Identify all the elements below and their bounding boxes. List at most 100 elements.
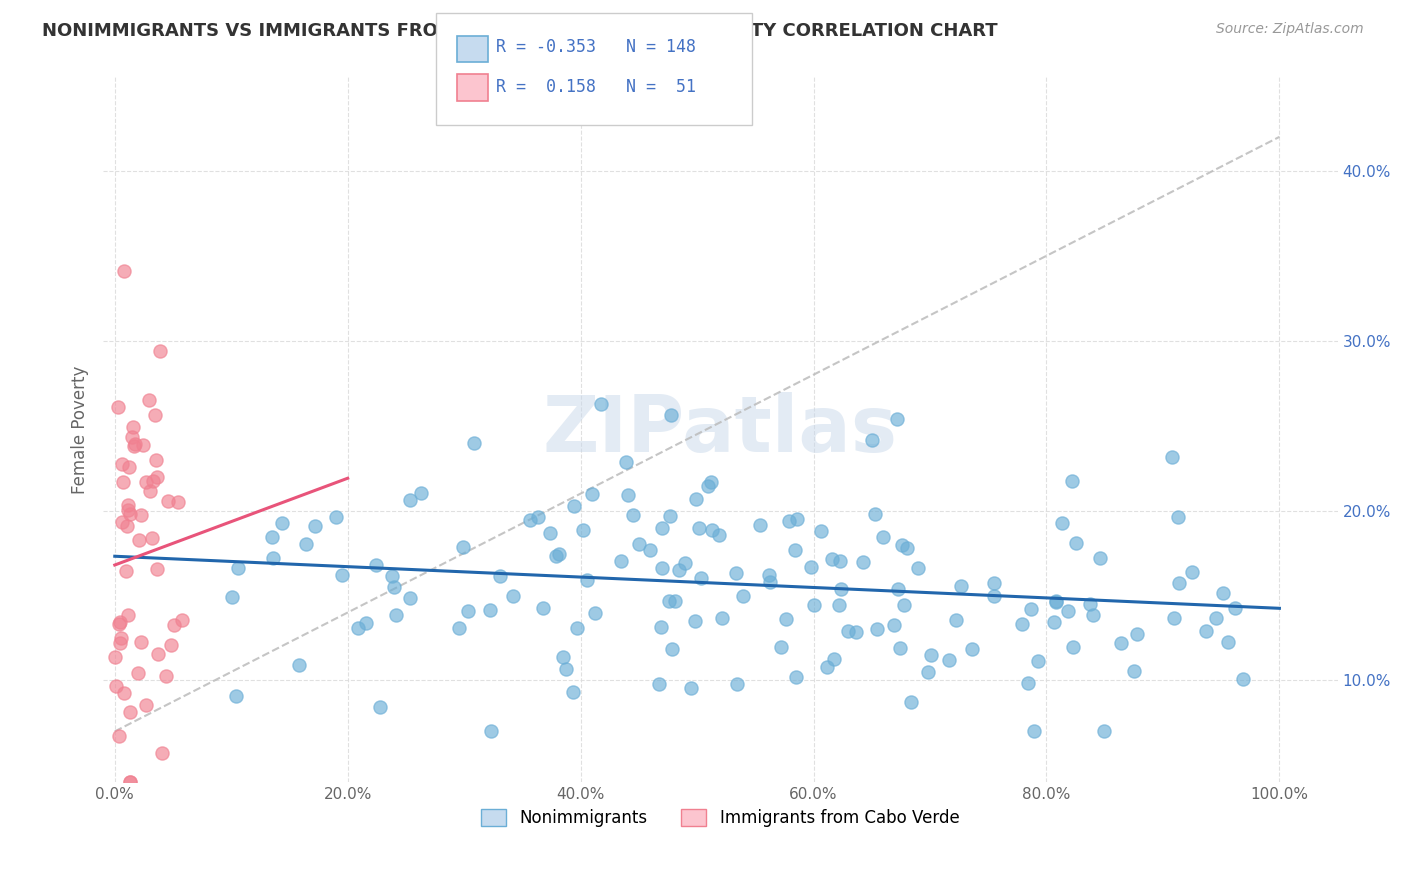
Point <box>581 487 603 501</box>
Point <box>700 524 723 538</box>
Point <box>664 594 686 608</box>
Point <box>621 508 644 523</box>
Point <box>886 412 908 426</box>
Point <box>962 641 984 656</box>
Point <box>647 676 669 690</box>
Y-axis label: Female Poverty: Female Poverty <box>72 366 89 494</box>
Point <box>463 436 485 450</box>
Point <box>640 543 662 558</box>
Text: Source: ZipAtlas.com: Source: ZipAtlas.com <box>1216 22 1364 37</box>
Point <box>759 575 782 590</box>
Point <box>1045 594 1067 608</box>
Point <box>1181 565 1204 579</box>
Point <box>983 576 1005 591</box>
Point <box>828 598 851 612</box>
Point <box>139 484 162 499</box>
Point <box>108 616 131 631</box>
Point <box>270 516 292 531</box>
Point <box>775 612 797 626</box>
Point <box>661 642 683 657</box>
Point <box>1078 597 1101 611</box>
Text: NONIMMIGRANTS VS IMMIGRANTS FROM CABO VERDE FEMALE POVERTY CORRELATION CHART: NONIMMIGRANTS VS IMMIGRANTS FROM CABO VE… <box>42 22 998 40</box>
Point <box>830 582 852 596</box>
Point <box>166 495 188 509</box>
Point <box>1062 474 1084 488</box>
Point <box>896 541 918 555</box>
Point <box>1160 450 1182 464</box>
Point <box>1026 654 1049 668</box>
Point <box>614 455 637 469</box>
Point <box>938 653 960 667</box>
Point <box>610 553 633 567</box>
Point <box>145 453 167 467</box>
Point <box>124 437 146 451</box>
Point <box>111 475 134 489</box>
Point <box>131 508 153 523</box>
Point <box>1092 724 1115 739</box>
Point <box>118 705 141 719</box>
Point <box>628 537 651 551</box>
Point <box>709 528 731 542</box>
Point <box>146 562 169 576</box>
Text: R =  0.158   N =  51: R = 0.158 N = 51 <box>496 78 696 96</box>
Point <box>141 531 163 545</box>
Point <box>118 459 141 474</box>
Point <box>866 622 889 636</box>
Point <box>117 607 139 622</box>
Point <box>565 621 588 635</box>
Point <box>538 525 561 540</box>
Point <box>673 556 696 570</box>
Point <box>118 775 141 789</box>
Point <box>447 621 470 635</box>
Legend: Nonimmigrants, Immigrants from Cabo Verde: Nonimmigrants, Immigrants from Cabo Verd… <box>475 803 966 834</box>
Point <box>111 515 134 529</box>
Point <box>860 433 883 447</box>
Point <box>108 729 131 743</box>
Point <box>679 681 702 695</box>
Point <box>685 491 707 506</box>
Point <box>120 507 142 521</box>
Point <box>688 521 710 535</box>
Point <box>589 397 612 411</box>
Point <box>1163 611 1185 625</box>
Point <box>527 509 550 524</box>
Point <box>562 499 585 513</box>
Point <box>127 665 149 680</box>
Point <box>228 561 250 575</box>
Point <box>1126 626 1149 640</box>
Point <box>122 439 145 453</box>
Point <box>1017 676 1039 690</box>
Point <box>1216 635 1239 649</box>
Point <box>304 519 326 533</box>
Point <box>502 589 524 603</box>
Point <box>138 393 160 408</box>
Point <box>748 518 770 533</box>
Point <box>769 640 792 654</box>
Point <box>146 648 169 662</box>
Point <box>758 567 780 582</box>
Point <box>872 530 894 544</box>
Point <box>1081 607 1104 622</box>
Point <box>683 614 706 628</box>
Point <box>117 498 139 512</box>
Point <box>1057 605 1080 619</box>
Point <box>262 551 284 566</box>
Point <box>122 420 145 434</box>
Point <box>112 685 135 699</box>
Point <box>786 512 808 526</box>
Point <box>697 479 720 493</box>
Point <box>105 679 128 693</box>
Point <box>451 540 474 554</box>
Point <box>562 685 585 699</box>
Point <box>104 650 127 665</box>
Point <box>887 582 910 597</box>
Point <box>117 518 139 533</box>
Point <box>108 615 131 630</box>
Point <box>785 670 807 684</box>
Point <box>547 547 569 561</box>
Point <box>1232 673 1254 687</box>
Point <box>778 514 800 528</box>
Point <box>111 457 134 471</box>
Point <box>668 563 690 577</box>
Point <box>733 589 755 603</box>
